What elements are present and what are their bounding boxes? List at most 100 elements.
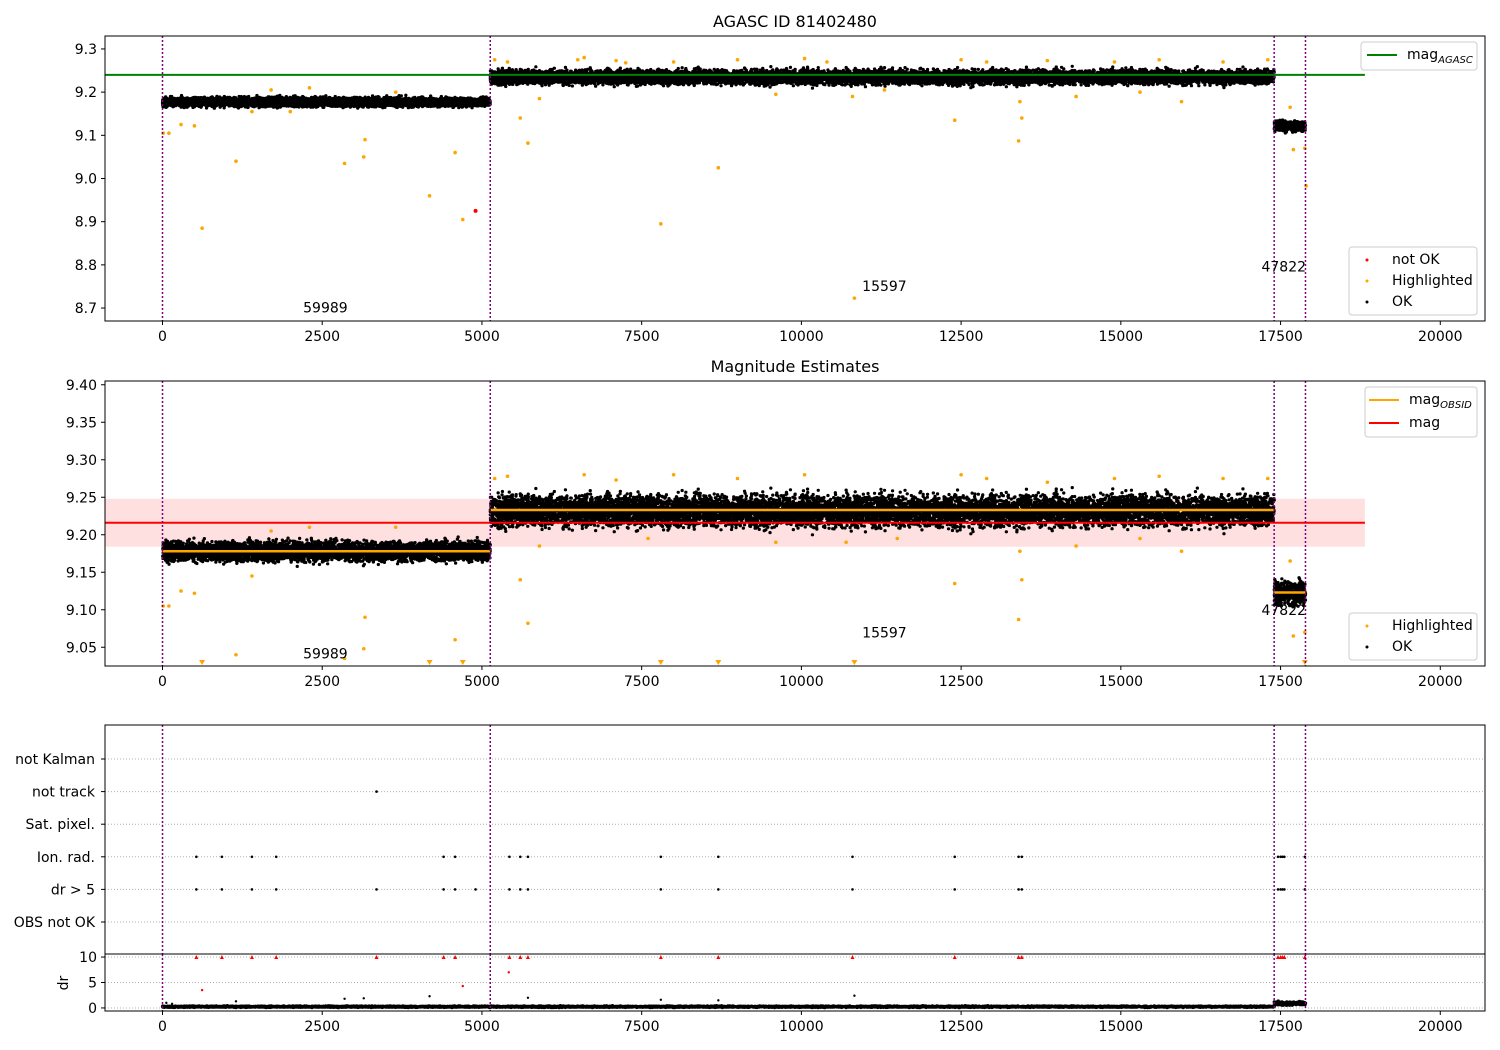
legend-highlighted-label: Highlighted (1392, 273, 1473, 289)
magnitude-x-tick-label: 17500 (1258, 674, 1303, 690)
obsid-annotation: 15597 (862, 279, 907, 295)
dr-point (234, 1000, 238, 1003)
highlighted-point (614, 478, 618, 482)
flag-point (526, 855, 530, 859)
flag-point (1276, 855, 1280, 859)
agasc-y-tick-label: 9.3 (75, 42, 97, 58)
flag-row-label: Sat. pixel. (26, 817, 95, 833)
highlighted-point (623, 60, 628, 65)
highlighted-point (505, 60, 510, 64)
highlighted-point (393, 90, 398, 94)
agasc-x-tick-label: 0 (158, 329, 167, 345)
highlighted-point (250, 574, 254, 578)
highlighted-point (1157, 57, 1161, 62)
ok-point-cloud (160, 93, 492, 110)
highlighted-point (167, 604, 171, 608)
dr-point (170, 1002, 174, 1006)
flag-point (453, 888, 457, 891)
flag-point (659, 888, 663, 891)
dr-clipped-marker (658, 955, 663, 960)
agasc-y-axis: 8.7 8.8 8.9 9.0 9.1 9.2 9.3 (75, 42, 105, 317)
agasc-y-tick-label: 8.9 (75, 215, 97, 231)
highlighted-point (1018, 549, 1022, 554)
highlighted-point (614, 58, 618, 63)
highlighted-point (1074, 94, 1078, 99)
flag-row-label: OBS not OK (14, 915, 96, 931)
flag-point (1279, 855, 1282, 859)
dr-clipped-marker (194, 955, 199, 960)
highlighted-point (1020, 577, 1024, 582)
highlighted-point (1074, 544, 1078, 548)
dr-clipped-marker (274, 955, 279, 960)
highlighted-point (582, 472, 586, 477)
dr-point (165, 1001, 168, 1005)
highlighted-point (1265, 476, 1270, 481)
flag-point (453, 855, 457, 859)
highlighted-point (716, 165, 721, 170)
agasc-x-tick-label: 2500 (304, 329, 340, 345)
highlighted-point (959, 57, 963, 62)
highlighted-point (537, 96, 542, 101)
dr-x-axis: 0 2500 5000 7500 10000 12500 15000 17500 20000 (158, 1011, 1463, 1035)
dr-point-cloud (160, 1004, 1276, 1010)
highlighted-point (192, 124, 197, 128)
dr-x-tick-label: 17500 (1258, 1019, 1303, 1035)
dr-red-point (507, 971, 510, 974)
ok-point-cloud (488, 64, 1276, 90)
dr-clipped-marker (441, 955, 446, 960)
highlighted-point (959, 472, 963, 477)
agasc-y-tick-label: 9.2 (75, 85, 97, 101)
magnitude-x-tick-label: 10000 (779, 674, 824, 690)
dr-x-tick-label: 12500 (939, 1019, 984, 1035)
magnitude-y-tick-label: 9.05 (66, 640, 97, 656)
magnitude-y-tick-label: 9.35 (66, 415, 97, 431)
highlighted-point (1016, 139, 1021, 143)
highlighted-point (850, 94, 855, 99)
dr-point-cloud (1272, 999, 1308, 1007)
highlighted-point (1016, 617, 1021, 622)
highlighted-point (234, 652, 238, 657)
dr-clipped-marker (716, 955, 721, 960)
flag-point (250, 855, 254, 859)
flag-point (1281, 855, 1284, 859)
not-ok-point (473, 208, 478, 213)
clipped-marker (851, 660, 858, 665)
highlighted-point (393, 525, 398, 530)
highlighted-point (505, 474, 510, 479)
flag-point (1020, 888, 1024, 891)
highlighted-point (492, 57, 497, 62)
agasc-x-tick-label: 10000 (779, 329, 824, 345)
dr-clipped-marker (1016, 955, 1021, 960)
highlighted-point (342, 656, 347, 661)
highlighted-point (659, 222, 663, 226)
dr-clipped-marker (374, 955, 379, 960)
highlighted-point (646, 536, 650, 541)
obsid-annotation: 59989 (303, 300, 348, 316)
highlighted-point (895, 536, 900, 541)
magnitude-y-tick-label: 9.20 (66, 528, 97, 544)
magnitude-estimates-title: Magnitude Estimates (711, 357, 880, 376)
magnitude-legend-upper: magOBSID mag (1364, 386, 1478, 438)
agasc-x-tick-label: 17500 (1258, 329, 1303, 345)
highlighted-point (774, 540, 778, 545)
highlighted-point (342, 161, 347, 166)
highlighted-point (802, 472, 807, 477)
obsid-annotation: 59989 (303, 647, 348, 663)
highlighted-point (460, 217, 465, 222)
dr-point (717, 999, 720, 1002)
legend-mag-label: mag (1409, 415, 1440, 431)
magnitude-annotations: 59989 15597 47822 (303, 603, 1306, 663)
highlighted-point (1291, 147, 1296, 152)
highlighted-point (361, 155, 366, 159)
flag-point (375, 790, 378, 793)
dr-red-point (461, 984, 464, 988)
dr-red-point (200, 988, 204, 992)
highlighted-point (1157, 474, 1161, 479)
highlighted-point (1138, 90, 1142, 94)
flag-point (508, 855, 511, 859)
agasc-legend-upper: magAGASC (1360, 41, 1478, 71)
agasc-y-tick-label: 8.7 (75, 301, 97, 317)
flag-point (1020, 855, 1024, 859)
dr-point (362, 997, 365, 1000)
flag-point (526, 888, 530, 891)
